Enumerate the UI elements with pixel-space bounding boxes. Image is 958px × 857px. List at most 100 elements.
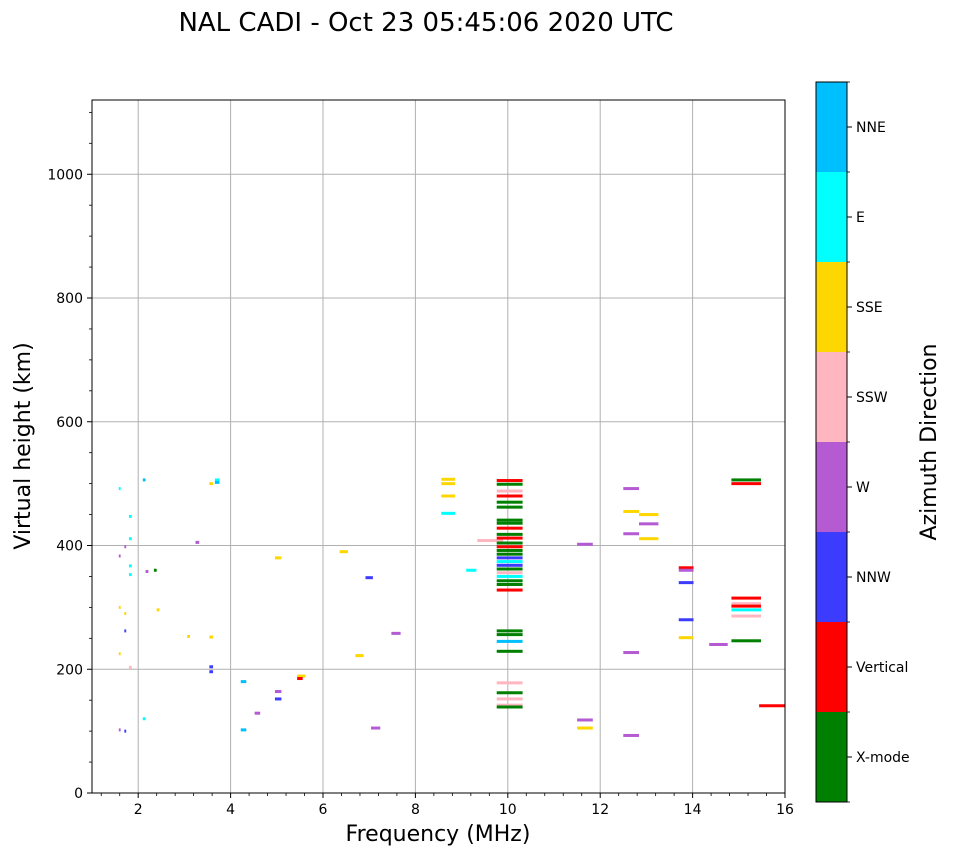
echo-sse — [623, 509, 640, 513]
colorbar-label-e: E — [856, 210, 865, 226]
grid — [92, 100, 785, 793]
echo-x-mode — [496, 521, 523, 525]
echo-w — [678, 568, 694, 572]
colorbar-swatch-x-mode — [816, 712, 847, 802]
y-tick-label: 1000 — [47, 167, 83, 183]
echo-traces — [118, 477, 785, 737]
chart-title: NAL CADI - Oct 23 05:45:06 2020 UTC — [178, 8, 673, 38]
echo-w — [639, 522, 659, 526]
echo-sse — [156, 608, 160, 612]
echo-x-mode — [496, 649, 523, 653]
echo-ssw — [496, 681, 523, 685]
y-axis-label: Virtual height (km) — [11, 342, 36, 549]
echo-ssw — [731, 614, 761, 618]
echo-x-mode — [496, 582, 523, 586]
x-tick-label: 10 — [499, 802, 517, 818]
echo-e — [466, 568, 477, 572]
echo-sse — [209, 482, 214, 486]
echo-x-mode — [496, 505, 523, 509]
echo-nnw — [496, 563, 523, 567]
echo-w — [623, 733, 640, 737]
x-tick-label: 2 — [134, 802, 143, 818]
colorbar-frame — [815, 81, 848, 803]
x-tick-label: 16 — [776, 802, 794, 818]
echo-w — [124, 545, 127, 549]
echo-vertical — [759, 704, 785, 708]
echo-sse — [577, 726, 593, 730]
echo-nnw — [678, 618, 694, 622]
colorbar-label-sse: SSE — [856, 300, 883, 316]
x-tick-label: 12 — [591, 802, 609, 818]
colorbar-swatch-nne — [816, 82, 847, 172]
echo-w — [623, 487, 640, 491]
echo-w — [274, 690, 282, 694]
echo-sse — [187, 634, 190, 638]
echo-vertical — [496, 526, 523, 530]
echo-x-mode — [153, 568, 157, 572]
y-tick-label: 600 — [56, 415, 83, 431]
echo-vertical — [731, 604, 761, 608]
colorbar: X-mode Vertical NNW W SSW SSE E NNE — [815, 81, 910, 803]
echo-nnw — [209, 665, 214, 669]
echo-w — [195, 540, 200, 544]
echo-sse — [297, 674, 306, 678]
echo-e — [731, 608, 761, 612]
echo-e — [128, 573, 132, 577]
echo-w — [577, 718, 593, 722]
echo-w — [623, 532, 640, 536]
echo-nnw — [209, 670, 214, 674]
echo-e — [142, 717, 146, 721]
echo-x-mode — [496, 548, 523, 552]
echo-vertical — [731, 482, 761, 486]
echo-nnw — [124, 729, 127, 733]
x-axis-label: Frequency (MHz) — [346, 822, 531, 847]
echo-sse — [678, 636, 694, 640]
echo-w — [118, 728, 121, 732]
colorbar-swatch-e — [816, 172, 847, 262]
echo-vertical — [731, 596, 761, 600]
echo-ssw — [128, 665, 132, 669]
x-tick-label: 14 — [684, 802, 702, 818]
echo-e — [441, 511, 456, 515]
echo-nne — [240, 680, 247, 684]
echo-e — [214, 478, 220, 482]
echo-sse — [355, 654, 364, 658]
echo-w — [623, 651, 640, 655]
echo-x-mode — [496, 633, 523, 637]
colorbar-label-x-mode: X-mode — [856, 750, 910, 766]
echo-ssw — [477, 539, 504, 543]
y-tick-label: 800 — [56, 291, 83, 307]
echo-w — [709, 643, 728, 646]
colorbar-label-vertical: Vertical — [856, 660, 908, 676]
echo-sse — [118, 652, 121, 656]
echo-nnw — [124, 629, 127, 633]
colorbar-label-w: W — [856, 480, 870, 496]
echo-nne — [240, 728, 247, 732]
colorbar-swatch-w — [816, 442, 847, 532]
y-tick-label: 200 — [56, 662, 83, 678]
colorbar-label: Azimuth Direction — [917, 343, 942, 540]
colorbar-swatch-sse — [816, 262, 847, 352]
echo-e — [128, 514, 132, 518]
echo-nne — [496, 639, 523, 643]
echo-w — [391, 631, 401, 635]
echo-x-mode — [496, 541, 523, 545]
echo-x-mode — [731, 639, 761, 643]
colorbar-label-ssw: SSW — [856, 390, 888, 406]
echo-nnw — [365, 576, 373, 580]
echo-sse — [274, 556, 282, 560]
colorbar-label-nne: NNE — [856, 120, 886, 136]
colorbar-swatch-ssw — [816, 352, 847, 442]
echo-w — [145, 569, 149, 573]
echo-sse — [639, 513, 659, 517]
echo-ssw — [731, 602, 761, 606]
x-tick-label: 4 — [226, 802, 235, 818]
echo-vertical — [496, 536, 523, 540]
echo-ssw — [496, 697, 523, 701]
plot-frame — [91, 99, 786, 794]
echo-e — [128, 564, 132, 568]
colorbar-swatch-vertical — [816, 622, 847, 712]
echo-sse — [441, 477, 456, 481]
echo-x-mode — [496, 567, 523, 571]
